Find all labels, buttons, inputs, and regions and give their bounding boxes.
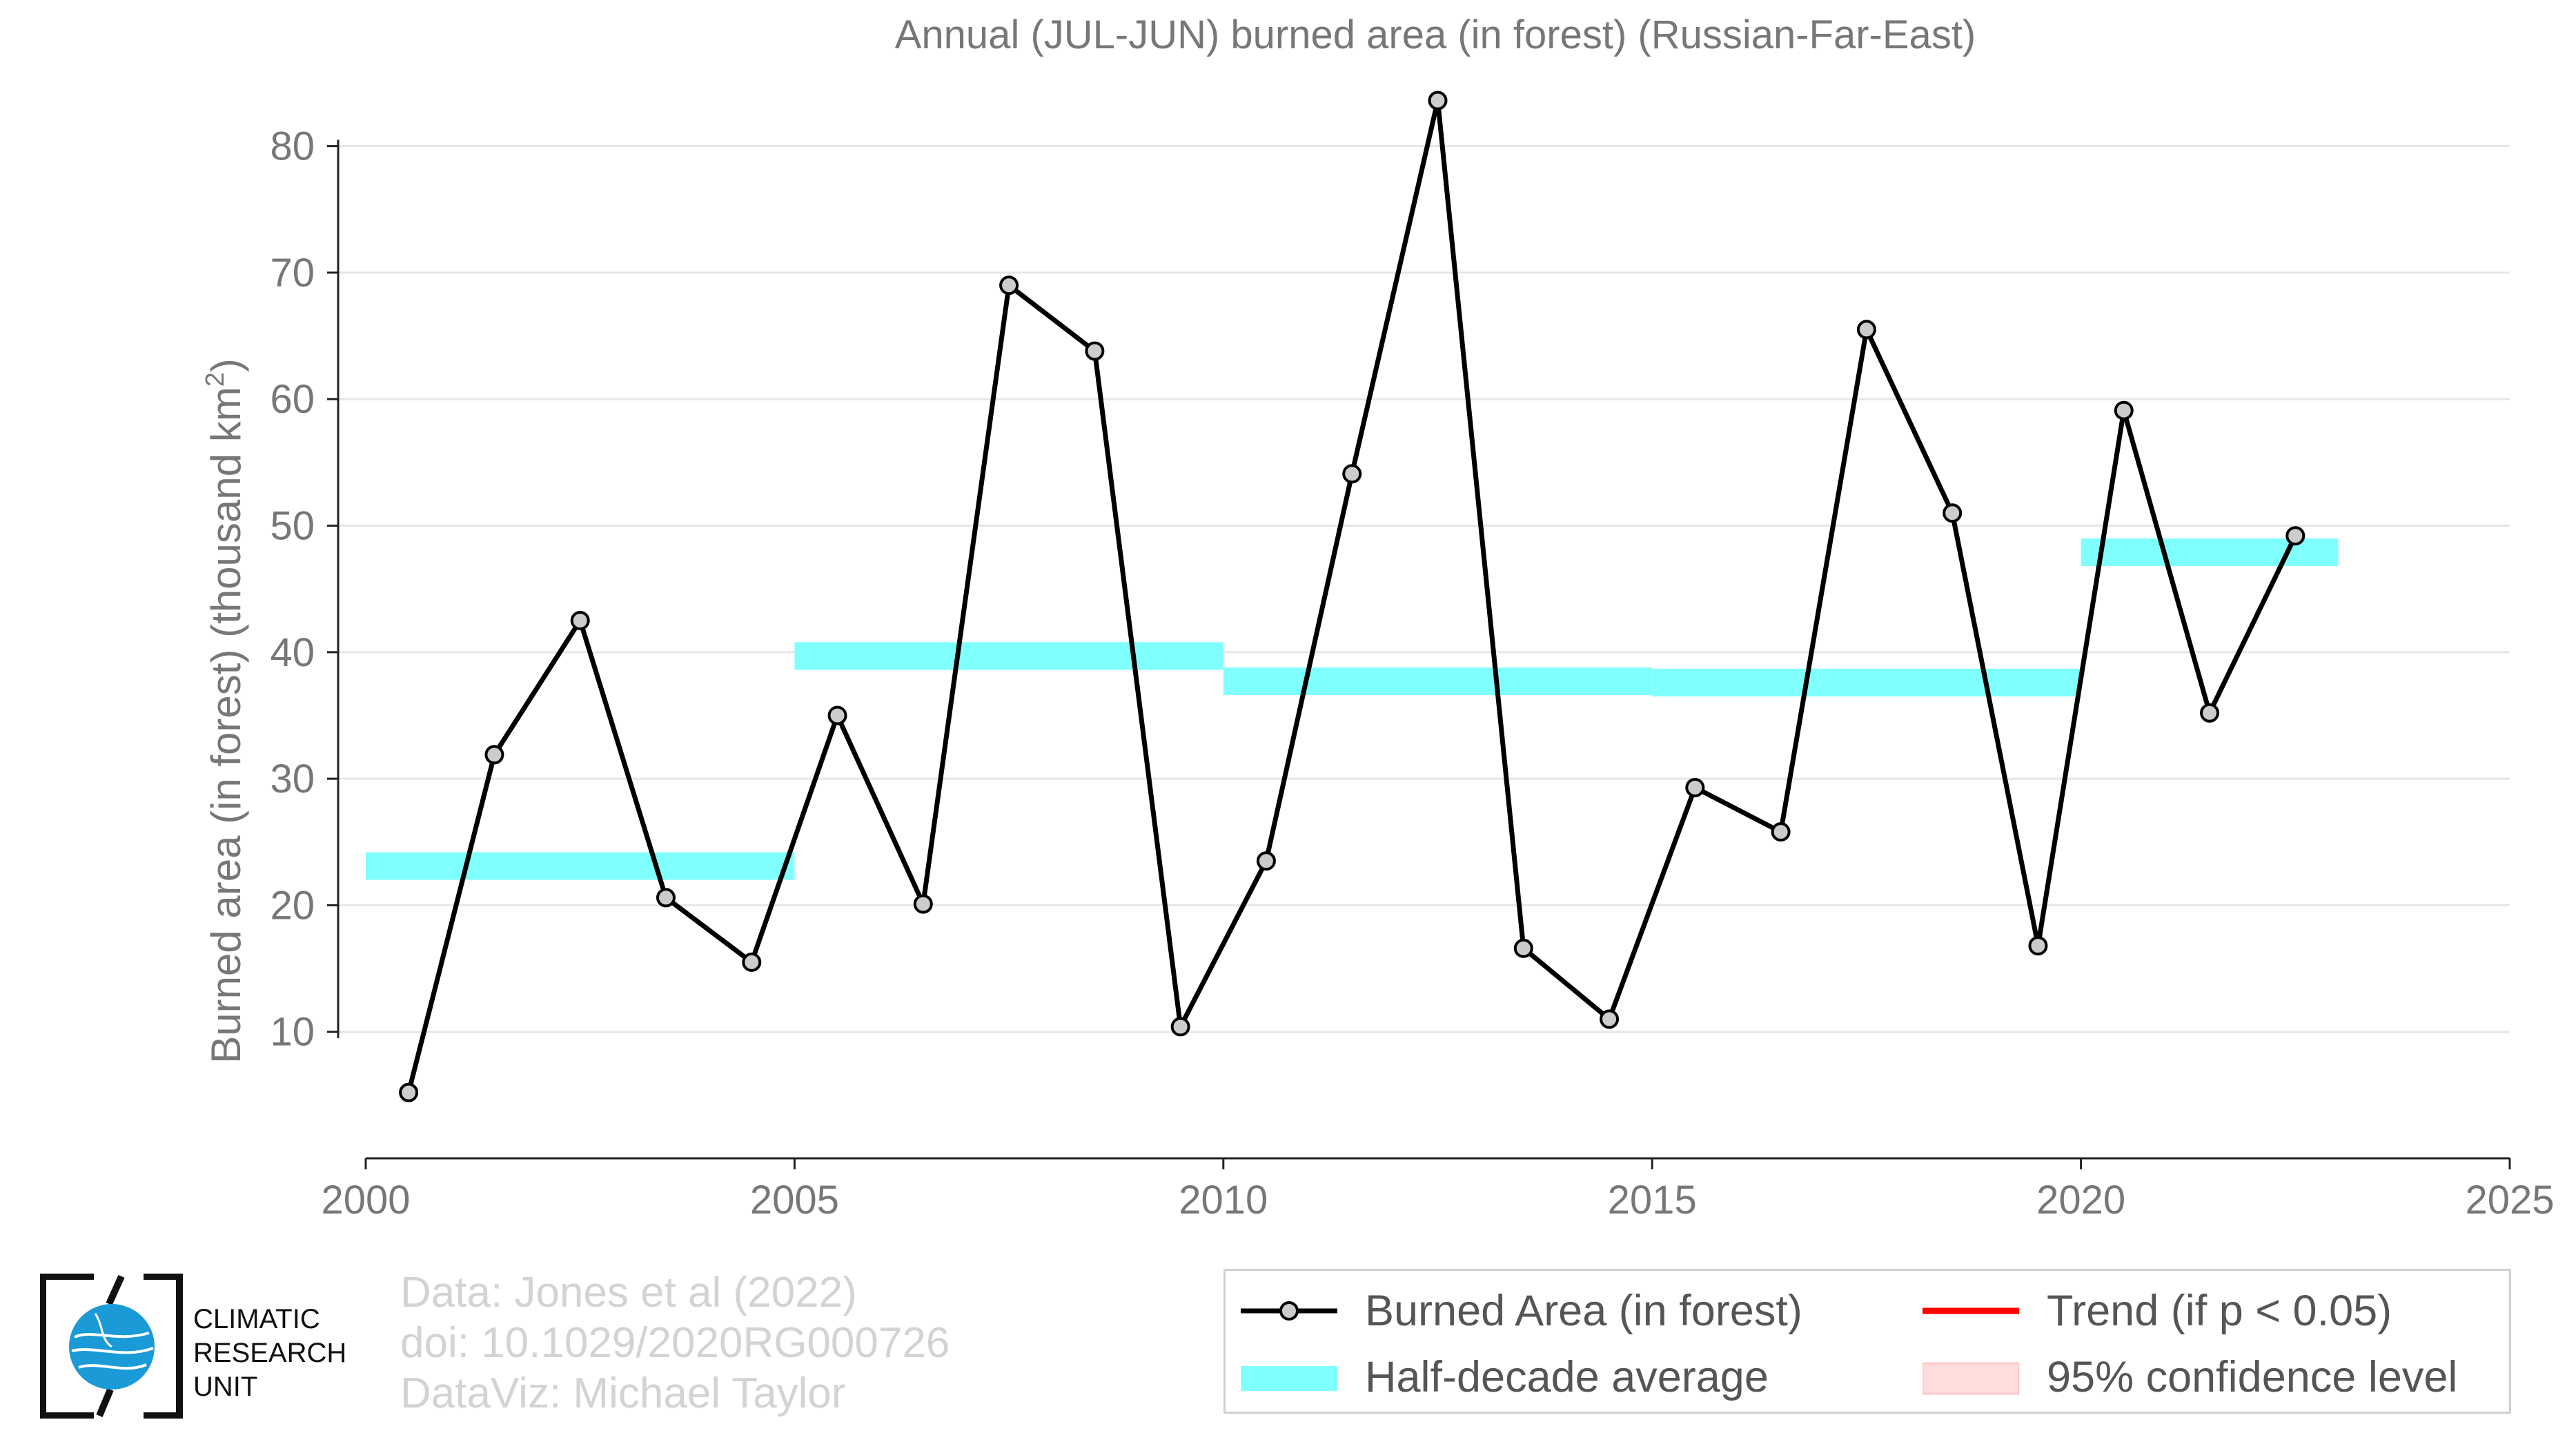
- x-tick-label: 2010: [1179, 1178, 1268, 1223]
- data-point: [1513, 938, 1533, 958]
- data-point: [1943, 503, 1963, 523]
- y-axis-label-close: ): [203, 358, 249, 372]
- data-point: [2200, 703, 2220, 723]
- data-credits: Data: Jones et al (2022) doi: 10.1029/20…: [400, 1267, 950, 1419]
- legend-item-half-decade: Half-decade average: [1241, 1352, 1769, 1402]
- x-tick-label: 2005: [750, 1178, 839, 1223]
- gridlines: [338, 145, 2510, 1033]
- y-axis-label-sup: 2: [201, 372, 230, 387]
- legend-item-burned-area: Burned Area (in forest): [1241, 1286, 1802, 1336]
- half-decade-average-bands: [366, 538, 2339, 880]
- data-point: [1856, 320, 1876, 340]
- y-axis-label-main: Burned area (in forest) (thousand km: [203, 387, 249, 1063]
- legend-trend-line-icon: [1923, 1290, 2019, 1332]
- credit-doi: doi: 10.1029/2020RG000726: [400, 1319, 950, 1367]
- half-decade-average-bar: [1652, 668, 2081, 697]
- x-tick-label: 2015: [1608, 1178, 1697, 1223]
- legend-half-decade-swatch-icon: [1241, 1356, 1337, 1398]
- y-tick-label: 60: [270, 377, 315, 422]
- data-point: [1600, 1009, 1620, 1029]
- legend-label-half-decade: Half-decade average: [1365, 1353, 1769, 1401]
- data-point: [827, 705, 847, 726]
- x-tick-label: 2025: [2465, 1178, 2554, 1223]
- legend-confidence-swatch-icon: [1921, 1356, 2021, 1398]
- globe-icon: [39, 1273, 183, 1419]
- data-point: [742, 952, 762, 972]
- logo-line-2: RESEARCH: [193, 1338, 347, 1369]
- y-tick-label: 70: [270, 251, 315, 295]
- half-decade-average-bar: [794, 642, 1223, 670]
- x-axis: 2000 2005 2010 2015 2020 2025: [321, 1157, 2555, 1223]
- data-point: [656, 888, 676, 908]
- logo-line-1: CLIMATIC: [193, 1304, 320, 1334]
- data-point: [1170, 1017, 1190, 1037]
- data-point: [1771, 822, 1791, 842]
- half-decade-average-bar: [1223, 667, 1653, 695]
- y-axis: 10 20 30 40 50 60 70 80: [270, 124, 340, 1055]
- data-point: [1685, 777, 1705, 797]
- series-line: [406, 98, 2298, 1093]
- cru-logo: CLIMATIC RESEARCH UNIT: [39, 1273, 364, 1419]
- data-point: [2028, 936, 2048, 956]
- credit-data-source: Data: Jones et al (2022): [400, 1269, 857, 1316]
- legend: Burned Area (in forest) Trend (if p < 0.…: [1223, 1269, 2511, 1414]
- x-tick-label: 2000: [321, 1178, 410, 1223]
- data-point: [1428, 90, 1448, 110]
- data-point: [913, 894, 933, 914]
- legend-line-marker-icon: [1241, 1290, 1337, 1332]
- credit-dataviz: DataViz: Michael Taylor: [400, 1370, 846, 1418]
- x-tick-label: 2020: [2036, 1178, 2125, 1223]
- data-point: [999, 275, 1019, 295]
- y-tick-label: 10: [270, 1010, 315, 1055]
- y-tick-label: 30: [270, 757, 315, 801]
- legend-label-trend: Trend (if p < 0.05): [2047, 1287, 2392, 1335]
- data-point: [484, 745, 504, 765]
- y-tick-label: 20: [270, 883, 315, 928]
- data-point: [1256, 851, 1276, 871]
- data-point: [570, 611, 590, 630]
- chart-title: Annual (JUL-JUN) burned area (in forest)…: [895, 12, 1976, 57]
- logo-line-3: UNIT: [193, 1372, 258, 1403]
- legend-item-confidence: 95% confidence level: [1921, 1352, 2458, 1402]
- y-tick-label: 40: [270, 630, 315, 675]
- legend-label-burned-area: Burned Area (in forest): [1365, 1287, 1802, 1335]
- y-tick-label: 80: [270, 124, 315, 169]
- data-point: [399, 1082, 419, 1102]
- data-point: [1342, 464, 1362, 484]
- data-point: [1085, 341, 1105, 361]
- data-point: [2114, 400, 2134, 420]
- burned-area-series: [399, 90, 2305, 1102]
- legend-item-trend: Trend (if p < 0.05): [1923, 1286, 2392, 1336]
- y-axis-label: Burned area (in forest) (thousand km2): [201, 358, 249, 1064]
- cru-logo-text: CLIMATIC RESEARCH UNIT: [193, 1303, 346, 1405]
- legend-label-confidence: 95% confidence level: [2047, 1353, 2458, 1401]
- y-tick-label: 50: [270, 504, 315, 549]
- half-decade-average-bar: [366, 852, 795, 880]
- data-point: [2285, 526, 2305, 546]
